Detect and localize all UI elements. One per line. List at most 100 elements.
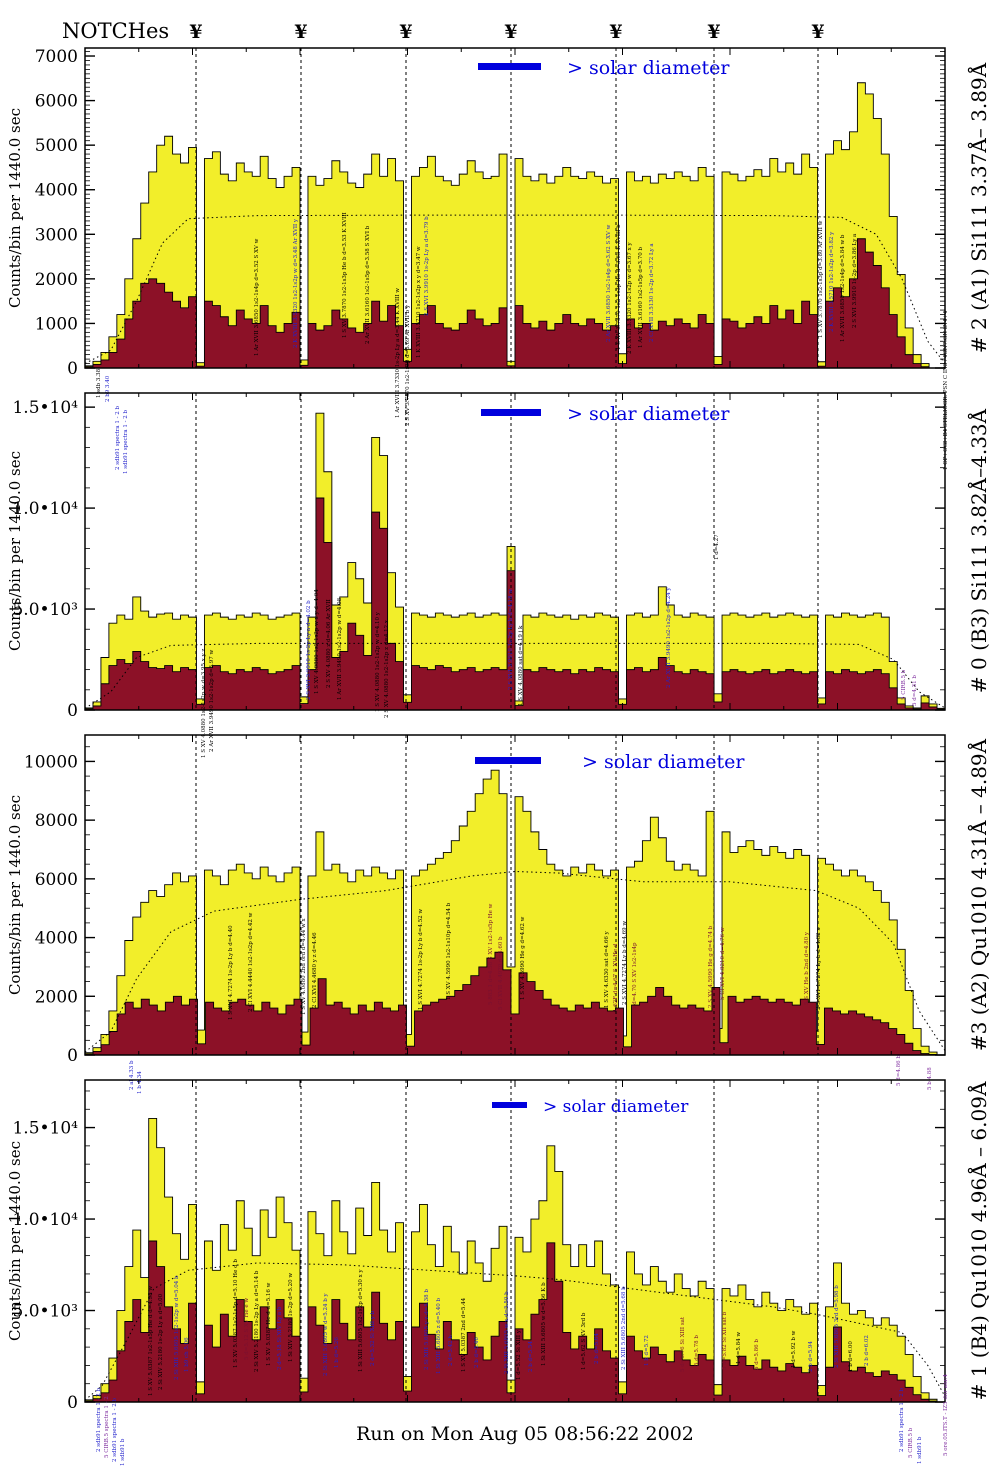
y-axis-title-2: Counts/bin per 1440.0 sec <box>6 451 24 651</box>
line-annotation: 1 Si XIII 5.6805 z d=5.40 b <box>436 1298 442 1374</box>
line-annotation: 1 Si XIII 5.6805 1s2-1s2p d=5.30 x y <box>358 1269 364 1372</box>
line-annotation: 2 Si XIII 5.6805 2nd d=5.68 b <box>621 1286 627 1370</box>
line-annotation: 1 S XV 5.0387 2nd d=5.44 <box>461 1297 467 1372</box>
solar-diameter-bar-icon <box>492 1102 527 1108</box>
line-annotation: 2 Ar XVII 3.6850 1s2-1s4p d=3.62 S XV w <box>606 224 612 342</box>
channel-label-1: # 2 (A1) Si111 3.37Å– 3.89Å <box>966 62 991 353</box>
line-annotation: 5 d=5.86 b <box>754 1339 760 1370</box>
line-annotation: 1 S XV 4.0880 1s2-1s2p w x y d=4.04 <box>314 589 320 694</box>
notch-marker-row: ¥ ¥ ¥ ¥ ¥ ¥ ¥ <box>189 21 824 43</box>
line-annotation: 2 sdb91 spectra 1 - 2 b <box>96 1387 102 1452</box>
solar-diameter-legend-1: > solar diameter <box>478 57 730 79</box>
line-annotation: 5 883 1 d=4.58 S XV 1s2-1s5p He w <box>488 903 494 1005</box>
y-tick-label: 6000 <box>35 870 78 890</box>
line-annotation: 1 Ar XVII 3.6160 1s2-1s5p d=3.70 b <box>638 247 644 348</box>
line-annotation: 2 S XV 4.5990 He g d=4.74 b <box>708 925 714 1008</box>
y-tick-label: 0 <box>67 359 78 379</box>
envelope-curve <box>84 214 946 364</box>
line-annotation: 1 d=5.52 Si XIII y <box>516 1329 522 1380</box>
y-tick-label: 5.0•10³ <box>12 600 78 620</box>
line-annotation: 1 sdb91 b <box>120 1438 126 1466</box>
notch-marker-icon: ¥ <box>189 21 202 43</box>
line-annotation: 5 ore.05.ITS.T - IZ5 dnr anr.4 <box>943 1374 949 1456</box>
line-annotation: 2 d=5.32 Si XIII y b <box>370 1310 376 1366</box>
y-tick-label: 1000 <box>35 314 78 334</box>
line-annotation: 1 Ar XVII 3.6850 1s2-1s4p d=3.84 w b <box>840 234 846 342</box>
line-annotation: 2 sdb91 spectra 1 - 2 b <box>112 1397 118 1462</box>
line-annotation: 2 Si XIII 5.6805 w d=5.24 b y <box>323 1292 329 1376</box>
line-annotation: 1 sdb91 b <box>917 1436 923 1464</box>
solar-diameter-legend-4: > solar diameter <box>492 1097 689 1117</box>
line-annotation: 1 S XV 4.5990 He g d=4.62 w <box>520 916 526 1000</box>
line-annotation: 2 S XVI 4.7274 Ly b d=4.82 x <box>816 927 822 1010</box>
notch-marker-icon: ¥ <box>504 21 517 43</box>
solar-diameter-label: > solar diameter <box>567 57 730 79</box>
line-annotation: 1 b d=6.00 <box>848 1341 854 1372</box>
line-annotation: 2 S XVI 4.7274 Ly b d=4.69 w <box>622 921 628 1005</box>
line-annotation: 1 b d=5.72 <box>644 1335 650 1366</box>
line-annotation: 2 Si XIV 5.2180 1s-2p Ly a d=5.00 <box>158 1293 164 1390</box>
line-annotation: 2 sdb91 spectra 1 - 2 b <box>115 405 121 470</box>
y-tick-label: 2000 <box>35 987 78 1007</box>
line-annotation: 2 b d=5.94 <box>808 1341 814 1372</box>
line-annotation: 2 b d=5.54 <box>528 1341 534 1372</box>
line-annotation: 2 S XV 4.0880 1s2-1s2p z d=4.12 x <box>384 619 390 718</box>
line-annotation: 5 Cl XVII 4.4970 d=4.60 b <box>498 936 504 1010</box>
y-axis-title-4: Counts/bin per 1440.0 sec <box>6 1141 24 1341</box>
line-annotation: 1 sdb91 spectra 1 - 2 b <box>123 409 129 474</box>
line-annotation: 1 b9 ch 5.06 <box>184 1337 190 1372</box>
line-annotation: 1 62F d=4.67 S XV He d <box>613 943 619 1012</box>
solar-diameter-bar-icon <box>475 757 541 764</box>
run-timestamp-caption: Run on Mon Aug 05 08:56:22 2002 <box>356 1423 694 1445</box>
line-annotation: 1 S XV 4.0880 2nd ord d=4.44 w x <box>301 918 307 1015</box>
line-annotation: 5 d=5.12 S XV He e w <box>244 1298 250 1360</box>
line-annotation: 5 CIRB.5 b <box>908 1427 914 1458</box>
line-annotation: 1 S XV 4.0880 1s2-1s2p w d=3.95 x y z <box>201 649 207 758</box>
solar-diameter-bar-icon <box>478 63 541 70</box>
channel-label-4: # 1 (B4) Qu1010 4.96Å – 6.09Å <box>966 1081 991 1400</box>
solar-diameter-label: > solar diameter <box>582 751 745 773</box>
line-annotation: 1 Ar XVIII 3.7330 1s-2p Ly a d=3.44 K XV… <box>395 288 401 418</box>
line-annotation: 1 sdb 3.38 <box>96 368 102 398</box>
line-annotation: 2 K XVIII 3.5320 1s2-1s2p w d=3.48 Ar XV… <box>293 218 299 348</box>
line-annotation: 5 CIRB.5 b <box>901 669 907 700</box>
y-tick-label: 0 <box>67 1393 78 1413</box>
channel-label-3: #3 (A2) Qu1010 4.31Å – 4.89Å <box>966 738 991 1051</box>
line-annotation: 5 Cl XVI 4.8210 d=4.76 w <box>720 927 726 1000</box>
line-annotation: 5 S XV He b 2nd d=4.80 y <box>804 931 810 1005</box>
line-annotation: 1 Ar XVII 3.6850 1s2-1s4p d=3.52 S XV w <box>254 238 260 356</box>
line-annotation: 2 Cl XVI 4.4680 y z d=4.46 <box>312 932 318 1008</box>
line-annotation: 2 b d=6.02 <box>864 1335 870 1366</box>
line-annotation: 1 S XV 5.0387 1s2-1s5p d=5.10 He d b <box>233 1259 239 1368</box>
line-annotation: 5 d=4.31 b <box>912 675 918 706</box>
line-annotation: 1 S XV 5.0387 He d d=5.16 w <box>266 1282 272 1366</box>
y-tick-label: 4000 <box>35 929 78 949</box>
line-annotation: 5 d=4.86 b <box>896 1055 902 1086</box>
line-annotation: 2 S XVI 3.9910 1s-2p Ly a d=4.02 b <box>306 600 312 700</box>
line-annotation: 1 d=4.27 <box>714 534 720 560</box>
line-annotation: 1 OP+OGI+B4 STELIOGR. PSN C IN3+4GN7.GN … <box>943 310 949 470</box>
line-annotation: 2 al 4.33 b <box>129 1060 135 1090</box>
envelope-curve <box>84 642 946 709</box>
line-annotation: 2 S XV 3.7870 1s2-1s3p d=3.69 Ar XVII b … <box>405 304 411 426</box>
notch-marker-icon: ¥ <box>399 21 412 43</box>
line-annotation: 2 sdb91 spectra 1 - 2 b <box>899 1387 905 1452</box>
line-annotation: 2 Si XIII 5.6805 w x d=5.50 b <box>504 1291 510 1374</box>
line-annotation: 2 K XVIII 3.5710 1s2-1s2p d=3.82 y <box>829 231 835 332</box>
line-annotation: 2 d=5.18 Si XIV Ly a b <box>277 1306 283 1370</box>
y-tick-label: 5000 <box>35 136 78 156</box>
line-annotation: 5 CIRB.5 spectra 1 - 2 <box>104 1396 110 1458</box>
y-tick-label: 0 <box>67 1046 78 1066</box>
line-annotation: 5 b 4.88 <box>927 1067 933 1090</box>
y-tick-label: 10000 <box>24 752 78 772</box>
panel-4: 0 5.0•10³ 1.0•10⁴ 1.5•10⁴ 2 sdb91 spectra 1 … <box>12 1079 949 1466</box>
line-annotation: 1 S XVI 4.7274 1s-2p Ly b d=4.40 <box>228 925 234 1020</box>
histogram-total <box>84 769 945 1056</box>
line-annotation: 5 d=5.82 Si XII sat b <box>722 1311 728 1370</box>
line-annotation: 1 Si XIV 5.2180 1s-2p d=5.20 w <box>288 1273 294 1362</box>
line-annotation: 2 Si XIII 5.6805 1s2-1s2p w d=5.04 b <box>174 1275 180 1380</box>
line-annotation: 2 S XVI 3.9910 1s-2p Ly a d=3.79 b <box>424 216 430 316</box>
line-annotation: 2 b d=5.46 <box>474 1337 480 1368</box>
